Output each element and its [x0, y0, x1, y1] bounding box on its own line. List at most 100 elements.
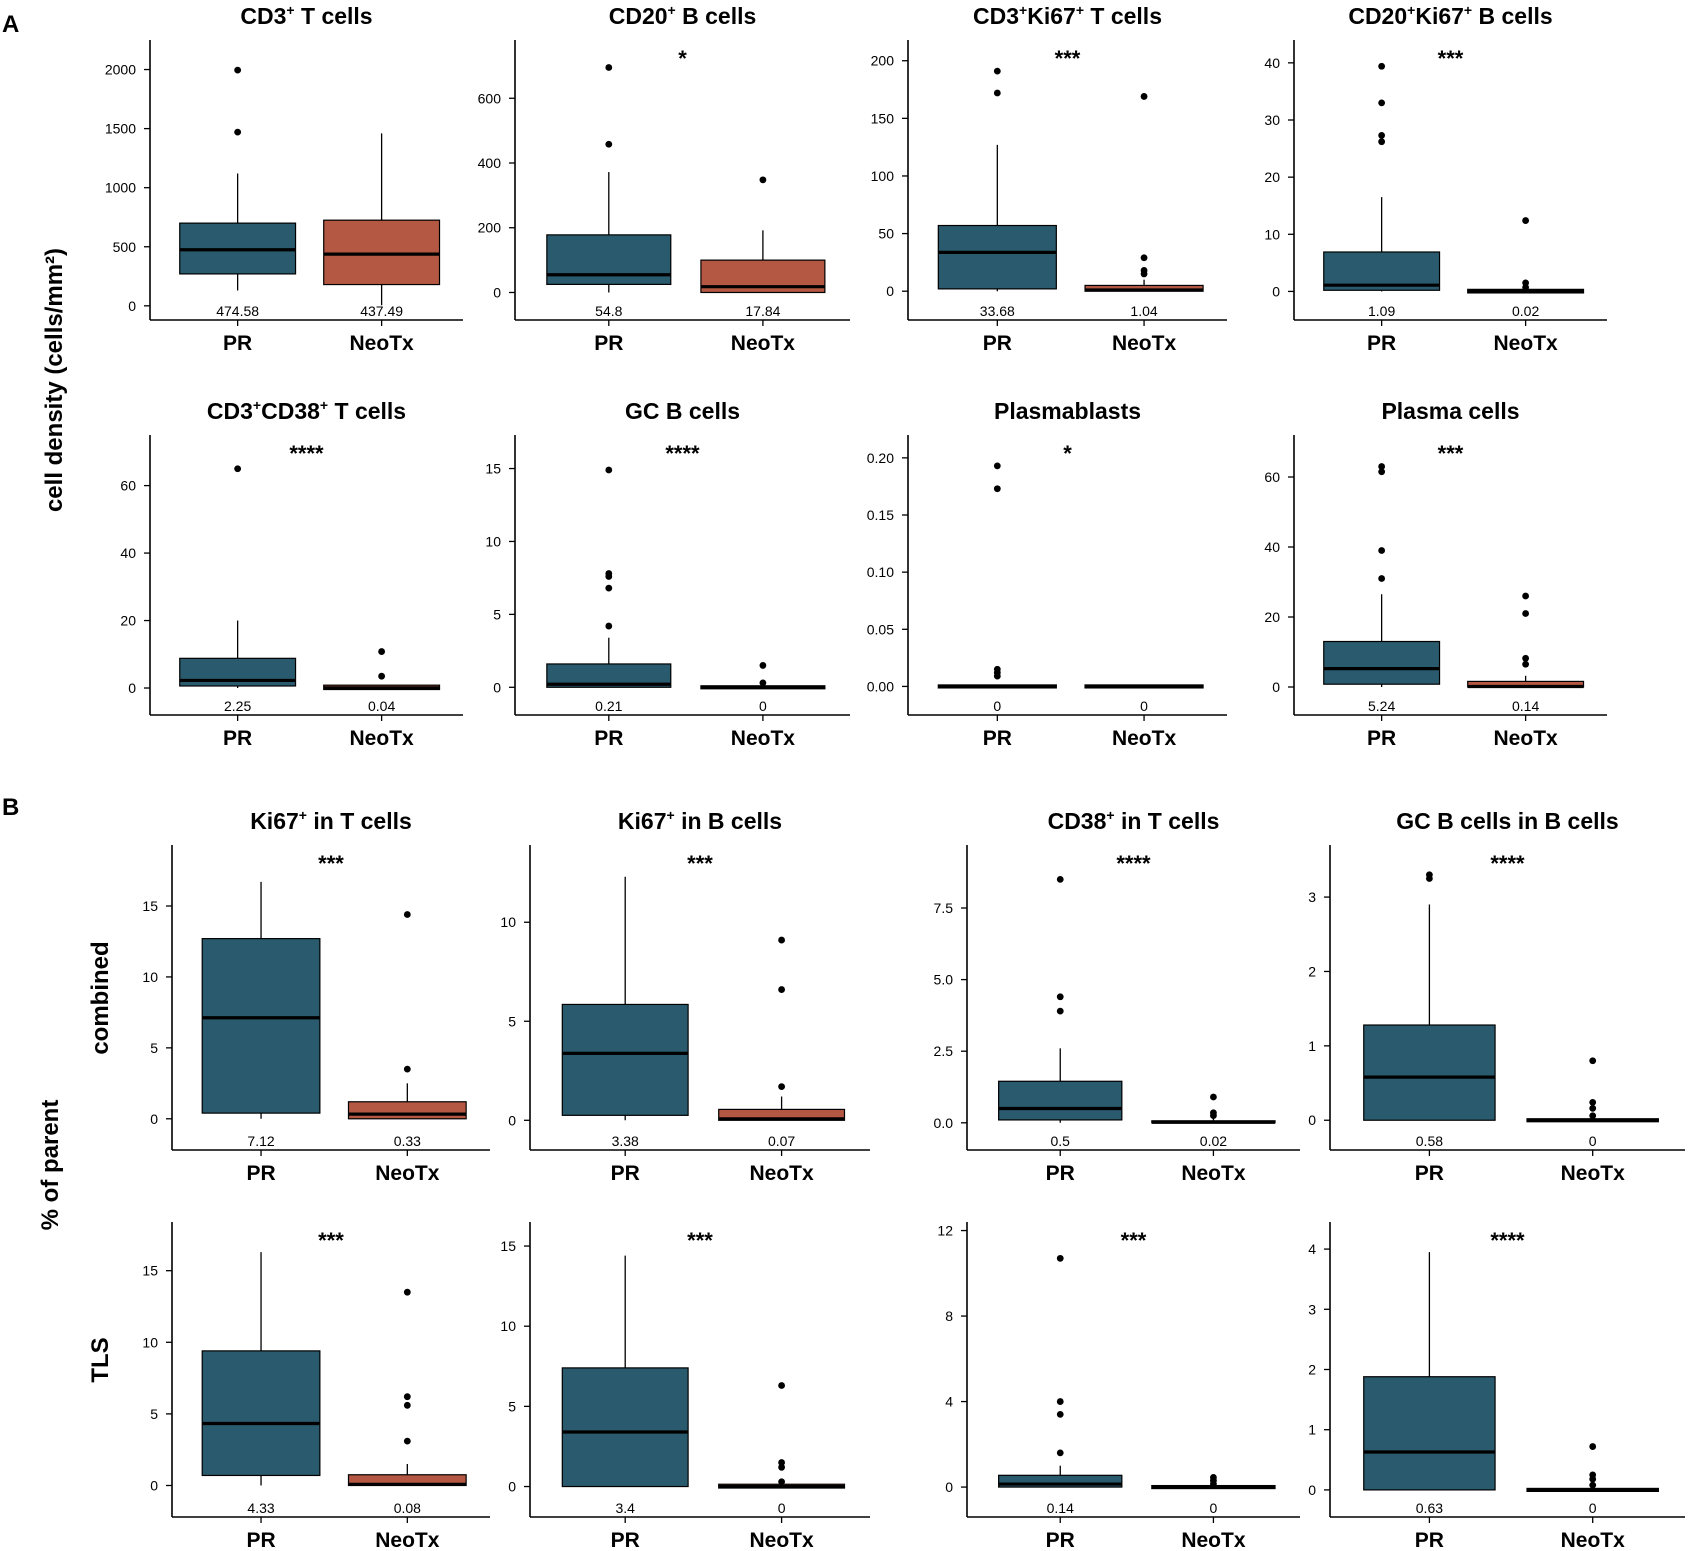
median-label: 0.07 — [768, 1133, 795, 1149]
y-tick-label: 0.0 — [934, 1115, 954, 1131]
significance-label: *** — [1438, 46, 1464, 71]
y-tick-label: 0.10 — [867, 564, 894, 580]
box-neotx: 17.84 — [700, 176, 826, 319]
title-superscript: + — [299, 807, 307, 823]
outlier-point — [1378, 99, 1386, 107]
y-tick-label: 3 — [1308, 889, 1316, 905]
box-body — [201, 938, 321, 1114]
outlier-point — [1056, 1254, 1064, 1262]
x-tick-label: NeoTx — [731, 332, 796, 355]
box-pr: 0.14 — [998, 1254, 1123, 1516]
significance-label: *** — [318, 851, 344, 876]
outlier-point — [1522, 217, 1530, 224]
y-tick-label: 15 — [142, 898, 158, 914]
outlier-point — [605, 584, 613, 592]
box-pr: 4.33 — [201, 1252, 321, 1516]
significance-label: *** — [1438, 441, 1464, 466]
chart-panel: 0 5 10 15 PR NeoTx 7.12 0.33 *** Ki67+ in T cells — [142, 807, 490, 1185]
box-body — [998, 1080, 1123, 1121]
outlier-point — [1056, 993, 1064, 1001]
y-tick-label: 0 — [1272, 679, 1280, 695]
outlier-point — [1522, 279, 1530, 287]
title-text: in T cells — [1115, 808, 1220, 834]
box-neotx: 0.04 — [323, 648, 441, 714]
y-tick-label: 4 — [945, 1394, 953, 1410]
box-pr: 7.12 — [201, 881, 321, 1149]
outlier-point — [403, 1401, 411, 1409]
significance-label: **** — [1116, 851, 1151, 876]
outlier-point — [1140, 254, 1148, 262]
y-tick-label: 20 — [120, 613, 136, 629]
chart-panel: 0 5 10 15 PR NeoTx 4.33 0.08 *** — [142, 1222, 490, 1551]
outlier-point — [1589, 1057, 1597, 1065]
y-tick-label: 600 — [478, 90, 502, 106]
outlier-point — [1378, 463, 1386, 470]
row-label-tls: TLS — [87, 1337, 114, 1382]
outlier-point — [1522, 654, 1530, 662]
chart-panel: 0 5 10 15 PR NeoTx 0.21 0 **** GC B cells — [485, 398, 850, 750]
chart-panel: 0.0 2.5 5.0 7.5 PR NeoTx 0.5 0.02 **** CD38+ in T… — [934, 807, 1300, 1185]
y-tick-label: 0 — [1272, 283, 1280, 299]
outlier-point — [403, 1437, 411, 1445]
outlier-point — [993, 665, 1001, 673]
chart-panel: 0 4 8 12 PR NeoTx 0.14 0 *** — [937, 1222, 1300, 1551]
x-tick-label: NeoTx — [750, 1529, 815, 1551]
chart-panel: 0 5 10 15 PR NeoTx 3.4 0 *** — [500, 1222, 870, 1551]
outlier-point — [1378, 575, 1386, 582]
title-text: CD3 — [207, 398, 253, 424]
x-tick-label: NeoTx — [1494, 332, 1559, 355]
outlier-point — [403, 1393, 411, 1401]
significance-label: **** — [1490, 1228, 1525, 1253]
box-body — [201, 1350, 321, 1477]
y-tick-label: 5 — [508, 1398, 516, 1414]
chart-panel: 0 500 1000 1500 2000 PR NeoTx 474.58 437.49 CD3+ … — [105, 2, 463, 355]
box-body — [1363, 1376, 1496, 1491]
y-tick-label: 0 — [886, 283, 894, 299]
median-label: 1.04 — [1130, 303, 1157, 319]
y-tick-label: 10 — [500, 914, 516, 930]
significance-label: *** — [1121, 1228, 1147, 1253]
median-label: 5.24 — [1368, 698, 1395, 714]
outlier-point — [605, 466, 613, 474]
chart-panel: 0 1 2 3 4 PR NeoTx 0.63 0 **** — [1308, 1222, 1685, 1551]
chart-title: CD3+Ki67+ T cells — [973, 2, 1162, 29]
y-tick-label: 0 — [1308, 1112, 1316, 1128]
y-tick-label: 2 — [1308, 1362, 1316, 1378]
box-neotx: 0 — [1084, 684, 1204, 714]
x-tick-label: PR — [594, 727, 623, 750]
outlier-point — [778, 1459, 785, 1466]
x-tick-label: PR — [594, 332, 623, 355]
box-body — [347, 1101, 467, 1120]
chart-title: Ki67+ in T cells — [250, 807, 412, 834]
outlier-point — [759, 176, 767, 184]
y-tick-label: 100 — [871, 168, 895, 184]
outlier-point — [234, 66, 242, 74]
row-label-combined: combined — [87, 941, 114, 1054]
outlier-point — [778, 1382, 785, 1389]
y-tick-label: 2000 — [105, 62, 136, 78]
x-tick-label: PR — [1415, 1162, 1444, 1185]
title-text: in T cells — [307, 808, 412, 834]
y-axis-label-b: % of parent — [37, 1100, 64, 1231]
y-tick-label: 0 — [945, 1479, 953, 1495]
median-label: 0 — [1210, 1500, 1218, 1516]
y-tick-label: 12 — [937, 1223, 953, 1239]
significance-label: **** — [289, 441, 324, 466]
y-tick-label: 60 — [1264, 469, 1280, 485]
box-body — [561, 1003, 689, 1116]
y-tick-label: 0 — [128, 298, 136, 314]
median-label: 0 — [993, 698, 1001, 714]
x-tick-label: PR — [1367, 727, 1396, 750]
significance-label: * — [678, 46, 687, 71]
median-label: 0.02 — [1512, 303, 1539, 319]
outlier-point — [403, 1065, 411, 1073]
title-superscript: + — [668, 2, 676, 18]
outlier-point — [1426, 871, 1433, 879]
box-neotx: 437.49 — [323, 133, 441, 319]
x-tick-label: NeoTx — [350, 332, 415, 355]
outlier-point — [605, 622, 613, 630]
median-label: 2.25 — [224, 698, 251, 714]
outlier-point — [1589, 1471, 1597, 1479]
significance-label: *** — [687, 851, 713, 876]
